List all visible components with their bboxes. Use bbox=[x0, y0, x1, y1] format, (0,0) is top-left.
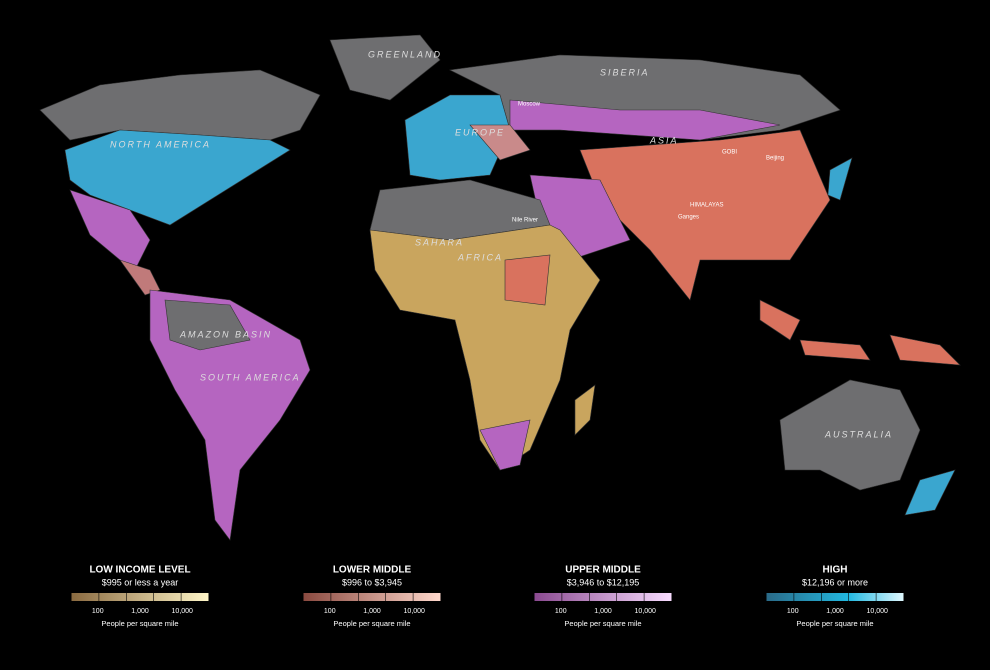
central-africa bbox=[504, 254, 551, 306]
south-america bbox=[149, 289, 311, 541]
legend-tick-label: 10,000 bbox=[867, 608, 889, 615]
legend-title: UPPER MIDDLE bbox=[565, 565, 641, 576]
river-label: Ganges bbox=[678, 215, 699, 221]
region-label: GREENLAND bbox=[368, 49, 442, 59]
legend-title: LOW INCOME LEVEL bbox=[89, 565, 190, 576]
japan bbox=[827, 157, 853, 201]
region-label: SAHARA bbox=[415, 237, 464, 247]
eastern-europe bbox=[469, 124, 531, 161]
legend-subtitle: $996 to $3,945 bbox=[342, 577, 402, 587]
canada bbox=[39, 69, 321, 141]
legend-subtitle: $995 or less a year bbox=[102, 577, 179, 587]
region-label: AMAZON BASIN bbox=[179, 329, 272, 339]
new-zealand bbox=[904, 469, 956, 516]
legend-bar bbox=[766, 593, 904, 601]
region-label: ASIA bbox=[649, 135, 679, 145]
labels: GREENLAND SIBERIA NORTH AMERICA EUROPE A… bbox=[110, 49, 893, 439]
legend-bar bbox=[71, 593, 209, 601]
legend-tick-label: 100 bbox=[787, 608, 799, 615]
region-label: AUSTRALIA bbox=[824, 429, 893, 439]
legend-tick-label: 1,000 bbox=[131, 608, 149, 615]
legend-title: HIGH bbox=[823, 565, 848, 576]
greenland bbox=[329, 34, 441, 101]
indonesia-east bbox=[799, 339, 871, 361]
legend-subtitle: $12,196 or more bbox=[802, 577, 868, 587]
legend-tick-label: 10,000 bbox=[635, 608, 657, 615]
asia bbox=[579, 129, 831, 301]
legend-bar bbox=[303, 593, 441, 601]
russia-populated bbox=[509, 99, 781, 141]
legend-tick-label: 100 bbox=[324, 608, 336, 615]
legend-tick-label: 1,000 bbox=[594, 608, 612, 615]
region-label: AFRICA bbox=[457, 252, 503, 262]
australia bbox=[779, 379, 921, 491]
new-guinea bbox=[889, 334, 961, 366]
legend-tick-label: 10,000 bbox=[172, 608, 194, 615]
legend-bar bbox=[534, 593, 672, 601]
legend-caption: People per square mile bbox=[564, 619, 641, 628]
indonesia-west bbox=[759, 299, 801, 341]
legend-tick-label: 1,000 bbox=[363, 608, 381, 615]
legend-caption: People per square mile bbox=[333, 619, 410, 628]
legend-caption: People per square mile bbox=[101, 619, 178, 628]
south-africa bbox=[479, 419, 531, 471]
landmass bbox=[39, 34, 961, 541]
legend-title: LOWER MIDDLE bbox=[333, 565, 412, 576]
legend-tick-label: 10,000 bbox=[404, 608, 426, 615]
region-label: GOBI bbox=[722, 150, 737, 156]
central-america bbox=[119, 259, 161, 296]
legend-tick-label: 100 bbox=[555, 608, 567, 615]
legend-tick-label: 1,000 bbox=[826, 608, 844, 615]
region-label: NORTH AMERICA bbox=[110, 139, 211, 149]
river-label: Nile River bbox=[512, 218, 538, 224]
legend-caption: People per square mile bbox=[796, 619, 873, 628]
madagascar bbox=[574, 384, 596, 436]
region-label: SOUTH AMERICA bbox=[200, 372, 301, 382]
city-label: Beijing bbox=[766, 156, 784, 162]
city-label: Moscow bbox=[518, 102, 541, 108]
legend-subtitle: $3,946 to $12,195 bbox=[567, 577, 640, 587]
region-label: SIBERIA bbox=[600, 67, 650, 77]
region-label: HIMALAYAS bbox=[690, 203, 723, 209]
amazon bbox=[164, 299, 251, 351]
legend-tick-label: 100 bbox=[92, 608, 104, 615]
region-label: EUROPE bbox=[455, 127, 505, 137]
legend: LOW INCOME LEVEL$995 or less a year 100 1,… bbox=[71, 565, 904, 628]
usa bbox=[64, 129, 291, 226]
